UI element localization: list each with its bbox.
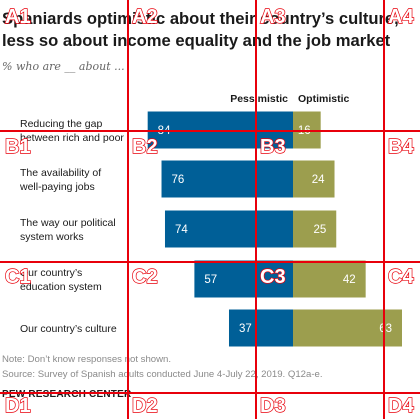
value-label-optimistic: 63 — [379, 323, 392, 335]
grid-cell-label: A4 — [387, 6, 414, 28]
category-label: Our country’s education system — [20, 267, 102, 293]
grid-cell-label: C4 — [387, 266, 414, 288]
value-label-pessimistic: 57 — [204, 274, 217, 286]
chart-source: Source: Survey of Spanish adults conduct… — [2, 369, 323, 380]
grid-cell-label: D1 — [4, 395, 31, 417]
grid-cell-label: D2 — [131, 395, 158, 417]
grid-cell-label: C1 — [4, 266, 31, 288]
value-label-pessimistic: 76 — [172, 174, 185, 186]
grid-cell-label: C2 — [131, 266, 158, 288]
grid-cell-label: D4 — [387, 395, 414, 417]
bar-pessimistic — [161, 160, 293, 198]
chart-note: Note: Don’t know responses not shown. — [2, 354, 172, 365]
bar-optimistic — [293, 160, 335, 198]
chart-title-line-2: less so about income equality and the jo… — [2, 31, 391, 50]
bar-optimistic — [293, 260, 366, 298]
value-label-optimistic: 25 — [313, 224, 326, 236]
grid-line-horizontal — [0, 130, 420, 132]
grid-cell-label: A1 — [4, 6, 31, 28]
value-label-optimistic: 24 — [312, 174, 325, 186]
bar-optimistic — [293, 210, 337, 248]
bar-pessimistic — [228, 309, 293, 347]
value-label-pessimistic: 37 — [239, 323, 252, 335]
chart-subtitle: % who are __ about ... — [2, 60, 125, 73]
category-label: The availability of well-paying jobs — [19, 167, 101, 193]
grid-cell-label: B4 — [387, 136, 414, 158]
bar-pessimistic — [194, 260, 293, 298]
chart-title: Spaniards optimistic about their country… — [2, 8, 420, 52]
grid-cell-label: C3 — [259, 266, 286, 288]
grid-cell-label: B1 — [4, 136, 31, 158]
bar-pessimistic — [164, 210, 293, 248]
category-label: Our country’s culture — [20, 323, 117, 335]
grid-cell-label: A2 — [131, 6, 158, 28]
legend-optimistic: Optimistic — [298, 93, 350, 105]
grid-line-vertical — [383, 0, 385, 419]
grid-line-horizontal — [0, 392, 420, 394]
category-label: Reducing the gap between rich and poor — [20, 118, 124, 144]
grid-cell-label: B2 — [131, 136, 158, 158]
value-label-pessimistic: 74 — [175, 224, 188, 236]
legend-pessimistic: Pessimistic — [230, 93, 288, 105]
grid-cell-label: A3 — [259, 6, 286, 28]
grid-line-vertical — [255, 0, 257, 419]
chart-title-line-1: Spaniards optimistic about their country… — [2, 9, 399, 28]
grid-line-horizontal — [0, 261, 420, 263]
value-label-optimistic: 42 — [343, 274, 356, 286]
grid-cell-label: B3 — [259, 136, 286, 158]
category-label: The way our political system works — [20, 217, 116, 243]
grid-line-vertical — [127, 0, 129, 419]
grid-cell-label: D3 — [259, 395, 286, 417]
pew-logo: PEW RESEARCH CENTER — [2, 389, 132, 400]
